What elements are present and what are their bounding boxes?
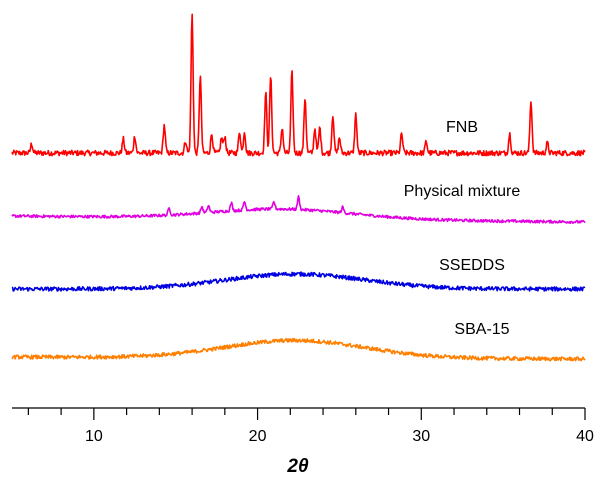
series-line-sba-15 [11, 337, 586, 362]
series-line-physical-mixture [11, 194, 586, 225]
x-axis-ticks: 10 20 30 40 [27, 408, 594, 445]
x-tick-label: 40 [576, 428, 594, 445]
x-tick-label: 20 [249, 428, 267, 445]
series-label-fnb: FNB [446, 119, 478, 136]
series-labels: FNB Physical mixture SSEDDS SBA-15 [404, 119, 521, 338]
series-label-sba-15: SBA-15 [454, 321, 509, 338]
x-tick-label: 30 [412, 428, 430, 445]
series-label-ssedds: SSEDDS [439, 257, 505, 274]
series-line-ssedds [11, 271, 586, 292]
series-group [11, 13, 586, 362]
x-tick-label: 10 [85, 428, 103, 445]
series-line-fnb [11, 13, 586, 157]
x-axis-title: 2θ [286, 456, 309, 477]
series-label-physical-mixture: Physical mixture [404, 183, 521, 200]
